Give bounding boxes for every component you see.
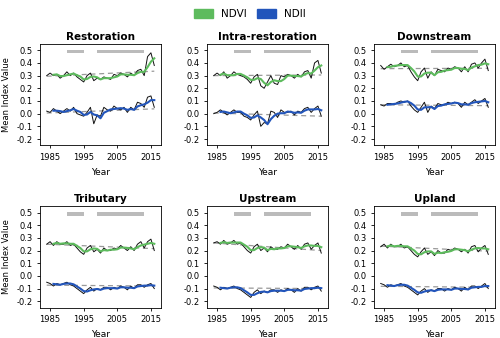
Y-axis label: Mean Index Value: Mean Index Value (2, 219, 11, 294)
X-axis label: Year: Year (91, 168, 110, 176)
X-axis label: Year: Year (91, 330, 110, 338)
Title: Intra-restoration: Intra-restoration (218, 32, 317, 42)
Legend: NDVI, NDII: NDVI, NDII (190, 5, 310, 24)
Title: Upstream: Upstream (239, 194, 296, 204)
Title: Tributary: Tributary (74, 194, 128, 204)
Y-axis label: Mean Index Value: Mean Index Value (2, 57, 11, 132)
Title: Restoration: Restoration (66, 32, 135, 42)
Title: Downstream: Downstream (398, 32, 471, 42)
X-axis label: Year: Year (425, 330, 444, 338)
X-axis label: Year: Year (258, 168, 277, 176)
X-axis label: Year: Year (258, 330, 277, 338)
Title: Upland: Upland (414, 194, 456, 204)
X-axis label: Year: Year (425, 168, 444, 176)
